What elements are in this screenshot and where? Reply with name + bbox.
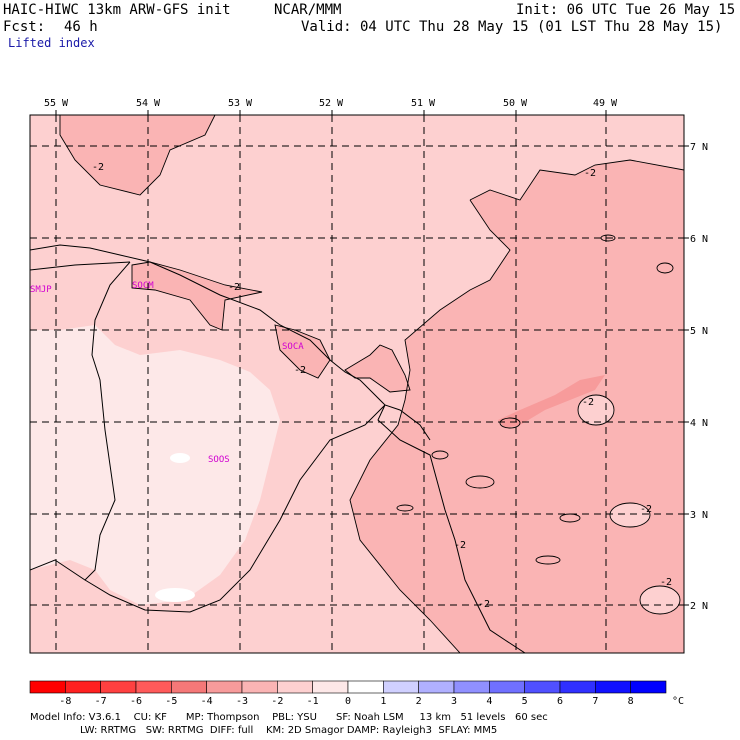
- colorbar-swatch: [347, 680, 384, 694]
- colorbar-swatch: [383, 680, 419, 694]
- lon-label: 49 W: [593, 98, 618, 109]
- lon-label: 51 W: [411, 98, 436, 109]
- footer-line-1: Model Info: V3.6.1 CU: KF MP: Thompson P…: [30, 712, 548, 723]
- colorbar-tick-label: -3: [236, 696, 248, 707]
- grid-lines: [30, 115, 684, 653]
- valid-time: Valid: 04 UTC Thu 28 May 15 (01 LST Thu …: [301, 19, 723, 35]
- colorbar-tick-label: 5: [522, 696, 528, 707]
- colorbar-swatch: [312, 680, 349, 694]
- colorbar-tick-label: -5: [165, 696, 177, 707]
- colorbar-tick-label: -7: [95, 696, 107, 707]
- colorbar-swatch: [100, 680, 137, 694]
- colorbar-tick-label: -1: [307, 696, 319, 707]
- colorbar-unit: °C: [672, 696, 684, 707]
- field-spot-white-1: [170, 453, 190, 463]
- lat-label: 4 N: [690, 418, 708, 429]
- contour-label: -2: [584, 168, 596, 179]
- lon-label: 53 W: [228, 98, 253, 109]
- colorbar-swatch: [524, 680, 561, 694]
- colorbar-tick-label: -4: [201, 696, 213, 707]
- field-spot-east-2: [610, 503, 650, 527]
- field-region-dark-band: [498, 375, 605, 428]
- lat-label: 5 N: [690, 326, 708, 337]
- colorbar-swatch: [595, 680, 631, 694]
- station-label: SMJP: [30, 285, 52, 295]
- colorbar-tick-label: 3: [451, 696, 457, 707]
- lon-label: 50 W: [503, 98, 528, 109]
- contour-lines: [59, 115, 684, 653]
- colorbar-swatch: [453, 680, 490, 694]
- colorbar-tick-label: -8: [59, 696, 71, 707]
- contour-label: -2: [582, 397, 594, 408]
- colorbar-tick-label: 7: [592, 696, 598, 707]
- field-region-soca: [275, 325, 330, 378]
- axis-ticks: [55, 110, 689, 606]
- organization: NCAR/MMM: [274, 2, 342, 18]
- colorbar-tick-label: -2: [271, 696, 283, 707]
- colorbar-tick-label: 6: [557, 696, 563, 707]
- contour-label: -2: [228, 282, 240, 293]
- colorbar-swatch: [171, 680, 207, 694]
- contour-label: -2: [92, 162, 104, 173]
- field-spot-white-2: [155, 588, 195, 602]
- forecast-hours: 46 h: [64, 19, 98, 35]
- field-name: Lifted index: [8, 36, 95, 50]
- colorbar-swatch: [29, 680, 66, 694]
- colorbar-tick-label: 0: [345, 696, 351, 707]
- station-label: SOCM: [132, 281, 154, 291]
- map-field: -2 -2 -2 -2 -2 -2 -2 -2 -2 SMJP SOCM SOC…: [30, 115, 684, 653]
- station-label: SOOS: [208, 455, 230, 465]
- field-spot-east-3: [640, 586, 680, 614]
- contour-label: -2: [294, 365, 306, 376]
- colorbar-swatch: [630, 680, 667, 694]
- map-frame: [29, 114, 685, 654]
- colorbar-tick-label: 1: [380, 696, 386, 707]
- field-spot-east-1: [578, 395, 614, 425]
- colorbar-swatch: [489, 680, 525, 694]
- contour-label: -2: [454, 540, 466, 551]
- colorbar-swatch: [65, 680, 101, 694]
- field-region-mid: [350, 160, 684, 653]
- lat-label: 3 N: [690, 510, 708, 521]
- colorbar-swatch: [206, 680, 243, 694]
- colorbar-swatch: [418, 680, 455, 694]
- colorbar-tick-label: -6: [130, 696, 142, 707]
- model-title: HAIC-HIWC 13km ARW-GFS init: [3, 2, 231, 18]
- field-region-coast: [132, 262, 262, 330]
- contour-label: -2: [478, 599, 490, 610]
- lat-label: 2 N: [690, 601, 708, 612]
- lat-label: 6 N: [690, 234, 708, 245]
- colorbar-swatch: [277, 680, 313, 694]
- colorbar-swatch: [559, 680, 596, 694]
- forecast-label: Fcst:: [3, 19, 46, 35]
- station-label: SOCA: [282, 342, 304, 352]
- field-region-light: [30, 325, 280, 605]
- init-time: Init: 06 UTC Tue 26 May 15: [516, 2, 736, 18]
- contour-label: -2: [660, 577, 672, 588]
- footer-line-2: LW: RRTMG SW: RRTMG DIFF: full KM: 2D Sm…: [80, 725, 498, 736]
- contour-label: -2: [640, 504, 652, 515]
- colorbar: -8 -7 -6 -5 -4 -3 -2 -1 0 1 2 3 4 5 6 7 8: [29, 680, 667, 707]
- lon-label: 54 W: [136, 98, 161, 109]
- lon-label: 52 W: [319, 98, 344, 109]
- field-region-nw: [60, 115, 215, 195]
- field-region-ridge: [345, 345, 410, 392]
- colorbar-swatch: [241, 680, 278, 694]
- colorbar-tick-label: 8: [628, 696, 634, 707]
- lon-label: 55 W: [44, 98, 69, 109]
- colorbar-tick-label: 4: [486, 696, 492, 707]
- colorbar-tick-label: 2: [416, 696, 422, 707]
- colorbar-swatch: [135, 680, 172, 694]
- lat-label: 7 N: [690, 142, 708, 153]
